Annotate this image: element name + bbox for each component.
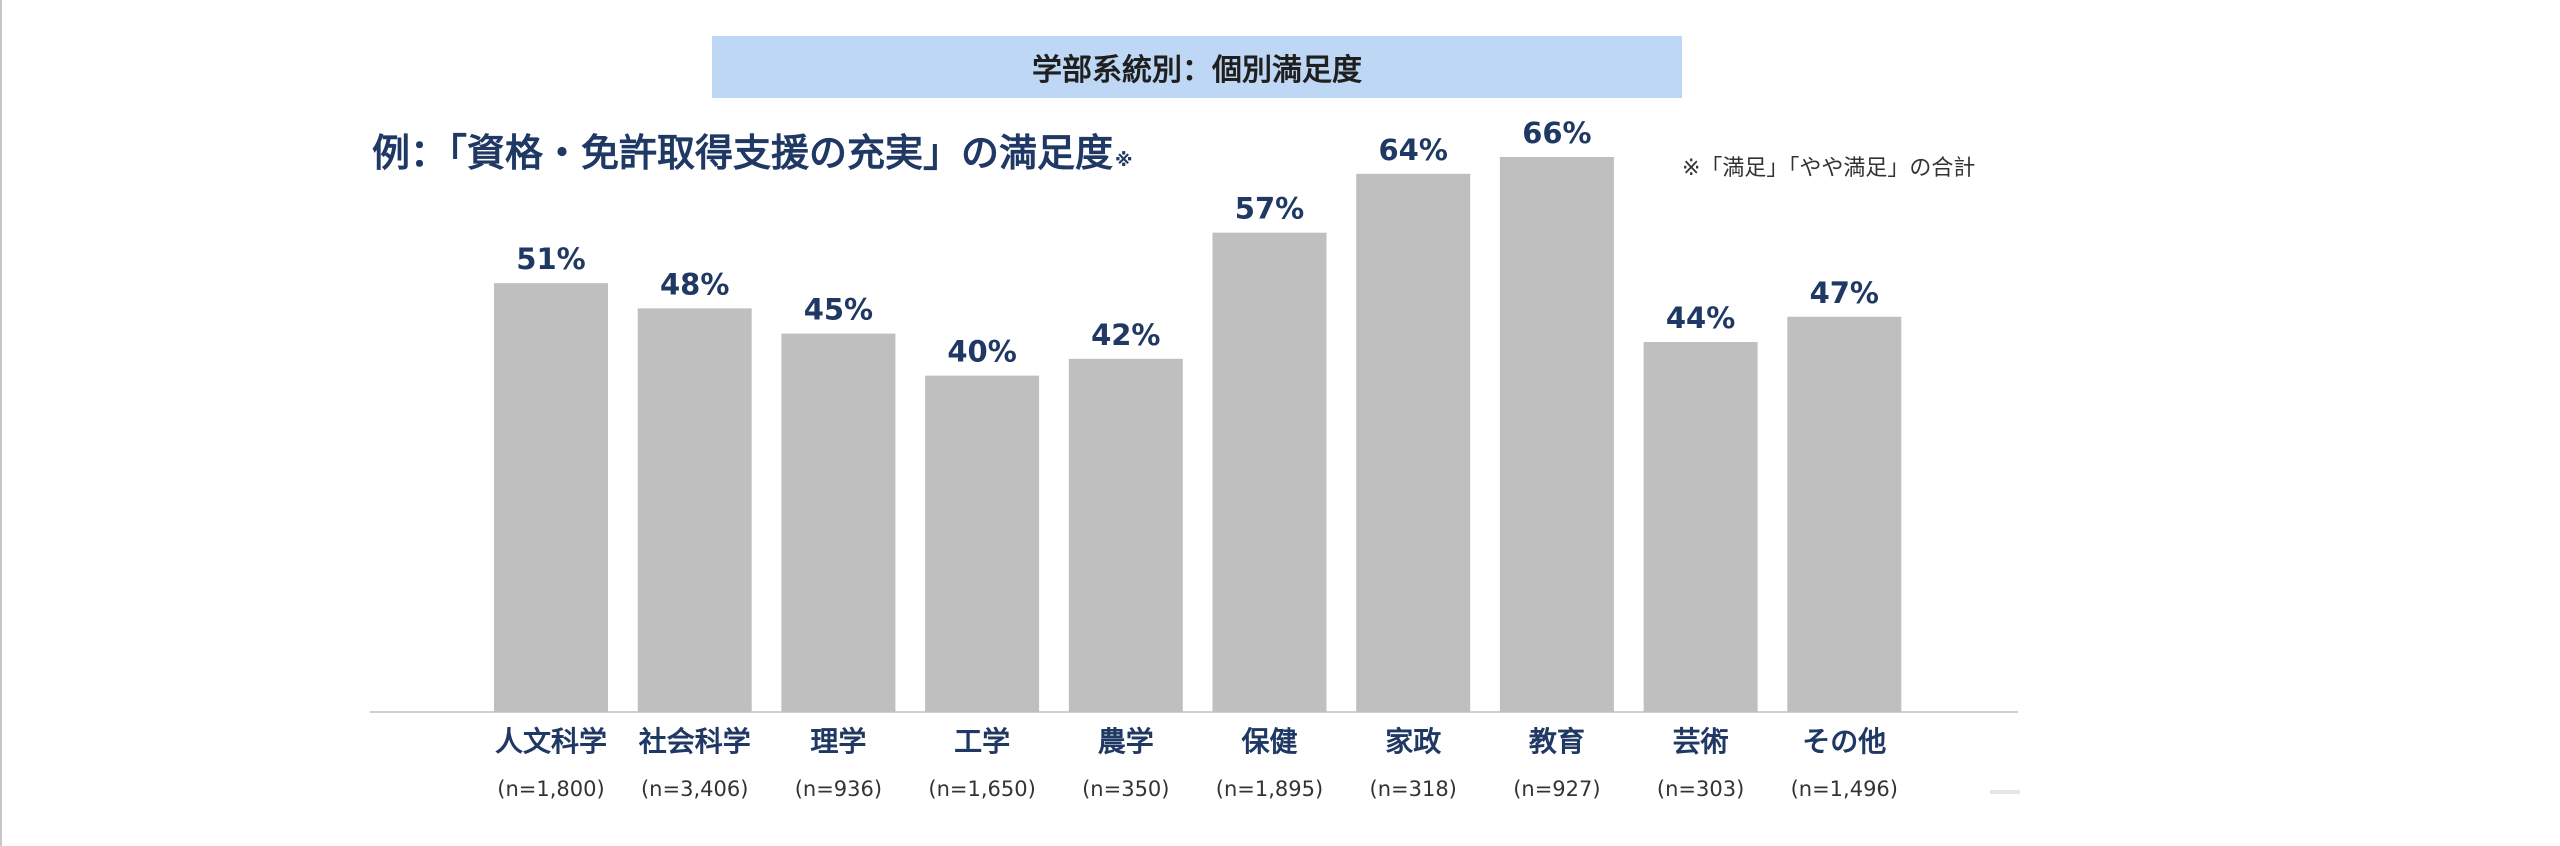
data-label: 40% <box>947 335 1016 369</box>
sample-size-label: (n=936) <box>795 777 882 801</box>
bar <box>925 375 1040 712</box>
data-label: 45% <box>804 293 873 327</box>
bar <box>494 283 608 712</box>
bar <box>637 308 752 712</box>
category-label: 芸術 <box>1673 725 1729 758</box>
data-label: 42% <box>1091 318 1160 352</box>
data-label: 57% <box>1235 192 1304 226</box>
sample-size-label: (n=1,496) <box>1791 777 1898 801</box>
category-label: 家政 <box>1385 725 1441 758</box>
sample-size-label: (n=1,650) <box>928 777 1035 801</box>
category-label: 教育 <box>1529 725 1585 758</box>
aggregation-note: ※「満足」「やや満足」の合計 <box>1682 156 1976 181</box>
chart-title: 例：「資格・免許取得支援の充実」の満足度 ※ <box>372 122 1133 177</box>
bar <box>1212 232 1327 712</box>
sample-size-label: (n=1,895) <box>1216 777 1323 801</box>
data-label: 66% <box>1522 116 1591 150</box>
sample-size-label: (n=318) <box>1370 777 1457 801</box>
bar <box>1643 342 1758 712</box>
category-label: 社会科学 <box>639 725 751 758</box>
data-label: 44% <box>1666 301 1735 335</box>
category-label: 工学 <box>954 725 1010 758</box>
header-title: 学部系統別：個別満足度 <box>1032 53 1362 88</box>
data-label: 64% <box>1378 133 1447 167</box>
sample-size-label: (n=3,406) <box>641 777 748 801</box>
category-label: その他 <box>1802 725 1886 758</box>
sample-size-label: (n=927) <box>1513 777 1600 801</box>
data-label: 47% <box>1810 276 1879 310</box>
chart-title-text: 例：「資格・免許取得支援の充実」の満足度 <box>372 131 1114 175</box>
bar <box>1068 358 1183 712</box>
header-band: 学部系統別：個別満足度 <box>712 36 1682 98</box>
bar <box>1787 316 1902 712</box>
bar <box>781 333 896 712</box>
data-label: 48% <box>660 267 729 301</box>
category-label: 理学 <box>810 725 866 758</box>
bar <box>1499 157 1614 712</box>
chart-title-note-mark: ※ <box>1115 150 1133 171</box>
sample-size-label: (n=350) <box>1082 777 1169 801</box>
category-label: 農学 <box>1098 725 1154 758</box>
data-label: 51% <box>516 242 585 276</box>
bar <box>1356 173 1471 712</box>
category-label: 保健 <box>1241 725 1297 758</box>
sample-size-label: (n=303) <box>1657 777 1744 801</box>
page-number-mark <box>1990 790 2020 794</box>
slide-left-border <box>0 0 2 846</box>
category-label: 人文科学 <box>495 725 607 758</box>
sample-size-label: (n=1,800) <box>497 777 604 801</box>
